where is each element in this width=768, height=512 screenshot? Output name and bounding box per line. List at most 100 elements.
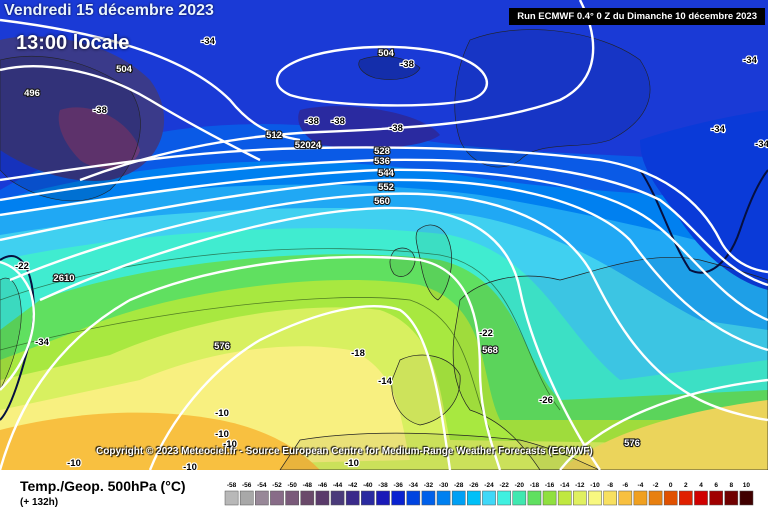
temp-label-6: -38 — [389, 123, 403, 134]
legend-swatch-29 — [663, 490, 678, 506]
legend-value-4: -50 — [287, 482, 297, 489]
cold-pool-core — [58, 107, 140, 169]
legend-swatch-33 — [724, 490, 739, 506]
legend-swatch-32 — [709, 490, 723, 506]
legend-swatch-30 — [679, 490, 693, 506]
geop-label-8: 552 — [378, 182, 394, 193]
land-iceland — [358, 55, 421, 80]
temp-label-7: -34 — [711, 124, 725, 135]
temperature-color-legend: -58 -56 -54 -52 -50 -48 -46 -44 -42 -40 -38 -36 -34-… — [224, 482, 754, 506]
geop-contour-528 — [0, 158, 768, 287]
legend-value-7: -44 — [333, 482, 343, 489]
temp-label-3: -38 — [93, 105, 107, 116]
legend-swatch-16 — [467, 490, 481, 506]
geop-label-0: 504 — [116, 64, 133, 75]
legend-swatch-3 — [270, 490, 284, 506]
legend-swatch-24 — [588, 490, 602, 506]
legend-value-13: -32 — [424, 482, 434, 489]
legend-value-19: -20 — [515, 482, 525, 489]
legend-value-34: 10 — [743, 482, 751, 489]
legend-swatch-17 — [482, 490, 496, 506]
cold-pool-north — [298, 106, 440, 148]
temp-label-12: -22 — [479, 328, 493, 339]
legend-swatch-25 — [603, 490, 617, 506]
temp-label-15: -10 — [215, 408, 229, 419]
temp-label-10: -34 — [35, 337, 49, 348]
geop-contour-536 — [0, 168, 768, 322]
temp-label-9: -22 — [15, 261, 29, 272]
legend-value-25: -8 — [607, 482, 613, 489]
legend-value-2: -54 — [257, 482, 267, 489]
legend-swatch-21 — [542, 490, 557, 506]
legend-value-32: 6 — [714, 482, 718, 489]
land-ireland — [389, 247, 416, 277]
legend-value-0: -58 — [227, 482, 237, 489]
geop-contour-560 — [39, 206, 601, 470]
legend-value-26: -6 — [622, 482, 628, 489]
temp-label-13: -14 — [378, 376, 392, 387]
geop-contour-576 — [148, 305, 452, 470]
geop-label-10: 2610 — [53, 273, 74, 284]
forecast-range-label: (+ 132h) — [20, 497, 59, 508]
temp-label-20: -10 — [345, 458, 359, 469]
geop-label-11: 576 — [214, 341, 230, 352]
legend-swatch-20 — [527, 490, 542, 506]
legend-swatch-5 — [300, 490, 315, 506]
geop-label-12: 568 — [482, 345, 498, 356]
geop-label-1: 496 — [24, 88, 40, 99]
legend-value-14: -30 — [439, 482, 449, 489]
legend-swatch-18 — [497, 490, 511, 506]
legend-value-16: -26 — [469, 482, 479, 489]
legend-swatch-15 — [451, 490, 466, 506]
temp-label-0: -34 — [201, 36, 215, 47]
temp-label-16: -10 — [215, 429, 229, 440]
land-scandinavia — [454, 29, 651, 168]
temp-label-5: -38 — [331, 116, 345, 127]
legend-value-24: -10 — [590, 482, 600, 489]
legend-swatch-27 — [633, 490, 648, 506]
land-europe — [452, 257, 768, 470]
legend-swatch-11 — [391, 490, 405, 506]
forecast-time: 13:00 locale — [16, 32, 130, 54]
legend-value-33: 8 — [729, 482, 733, 489]
geop-label-7: 544 — [378, 168, 395, 179]
temp-label-11: -18 — [351, 348, 365, 359]
legend-swatch-26 — [618, 490, 633, 506]
legend-swatch-10 — [376, 490, 390, 506]
geop-contour-576-east — [559, 378, 768, 470]
legend-swatch-23 — [573, 490, 587, 506]
legend-swatch-0 — [224, 490, 239, 506]
legend-value-8: -42 — [348, 482, 358, 489]
geop-label-9: 560 — [374, 196, 390, 207]
geop-contour-568 — [0, 255, 502, 470]
legend-value-29: 0 — [669, 482, 673, 489]
copyright-notice: Copyright © 2023 Meteociel.fr - Source E… — [96, 446, 593, 457]
temperature-label-layer: -34 -38 -34 -38 -38 -38 -38 -34 -34 -22 -34 -18 -22 -… — [14, 35, 768, 470]
temp-label-18: -10 — [67, 458, 81, 469]
legend-value-12: -34 — [409, 482, 419, 489]
land-britain — [415, 224, 452, 301]
legend-value-11: -36 — [393, 482, 403, 489]
temp-label-4: -38 — [305, 116, 319, 127]
geop-label-2: 504 — [378, 48, 395, 59]
geop-contour-496 — [0, 65, 261, 162]
legend-value-6: -46 — [318, 482, 328, 489]
temp-label-17: -10 — [223, 439, 237, 450]
legend-value-22: -14 — [560, 482, 570, 489]
geop-contour-west-loop — [0, 260, 35, 391]
geop-label-13: 576 — [624, 438, 640, 449]
band-orange-east — [560, 400, 768, 470]
legend-value-31: 4 — [699, 482, 703, 489]
geop-contour-520 — [0, 146, 768, 274]
legend-swatch-28 — [648, 490, 663, 506]
band-orange — [0, 412, 320, 470]
geop-contour-504-low — [275, 45, 489, 107]
legend-swatch-8 — [345, 490, 360, 506]
model-run-label: Run ECMWF 0.4° 0 Z du Dimanche 10 décemb… — [509, 8, 765, 25]
geop-contour-544 — [0, 178, 768, 352]
temp-label-2: -34 — [743, 55, 757, 66]
temp-label-1: -38 — [400, 59, 414, 70]
geop-label-3: 512 — [266, 130, 282, 141]
